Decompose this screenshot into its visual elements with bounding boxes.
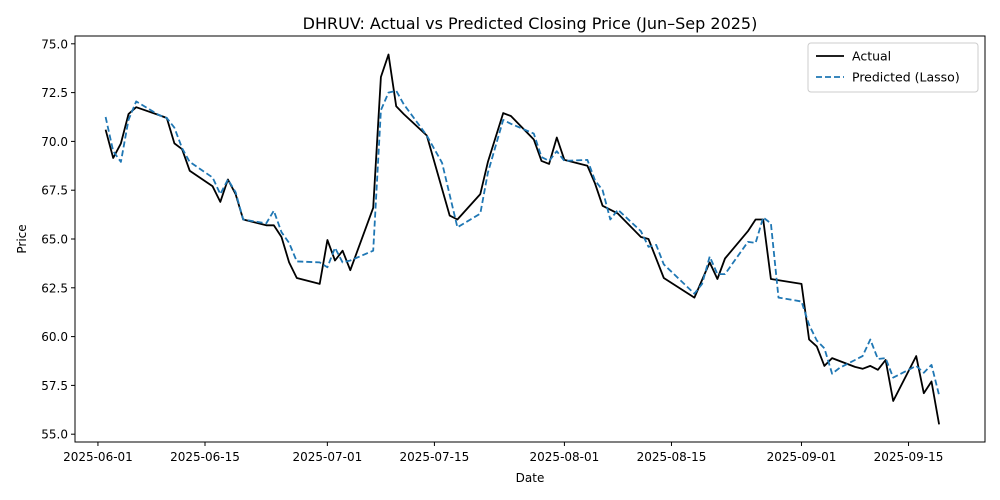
legend-label-predicted: Predicted (Lasso) (852, 70, 960, 85)
y-tick-label: 70.0 (41, 135, 68, 149)
plot-area (104, 53, 940, 425)
legend-label-actual: Actual (852, 49, 891, 64)
y-tick-label: 60.0 (41, 330, 68, 344)
y-tick-label: 72.5 (41, 86, 68, 100)
x-tick-label: 2025-09-15 (874, 450, 944, 464)
legend: Actual Predicted (Lasso) (807, 42, 979, 93)
y-tick-label: 62.5 (41, 281, 68, 295)
chart-title: DHRUV: Actual vs Predicted Closing Price… (303, 14, 758, 33)
x-tick-label: 2025-07-15 (400, 450, 470, 464)
plot-frame (74, 35, 986, 443)
x-tick-label: 2025-08-01 (530, 450, 600, 464)
y-tick-label: 67.5 (41, 184, 68, 198)
x-tick-label: 2025-09-01 (767, 450, 837, 464)
x-tick-label: 2025-06-15 (170, 450, 240, 464)
y-axis: 55.0 57.5 60.0 62.5 65.0 67.5 70.0 72.5 75.0 (41, 37, 75, 442)
legend-box (807, 42, 979, 93)
x-axis: 2025-06-01 2025-06-15 2025-07-01 2025-07-15… (63, 442, 943, 464)
y-tick-label: 65.0 (41, 233, 68, 247)
x-tick-label: 2025-07-01 (292, 450, 362, 464)
y-axis-label: Price (15, 224, 29, 253)
series-line-actual (104, 53, 940, 425)
y-tick-label: 57.5 (41, 379, 68, 393)
y-tick-label: 55.0 (41, 428, 68, 442)
x-tick-label: 2025-06-01 (63, 450, 133, 464)
y-tick-label: 75.0 (41, 37, 68, 51)
x-axis-label: Date (516, 471, 545, 485)
series-line-predicted (104, 89, 940, 396)
x-tick-label: 2025-08-15 (637, 450, 707, 464)
